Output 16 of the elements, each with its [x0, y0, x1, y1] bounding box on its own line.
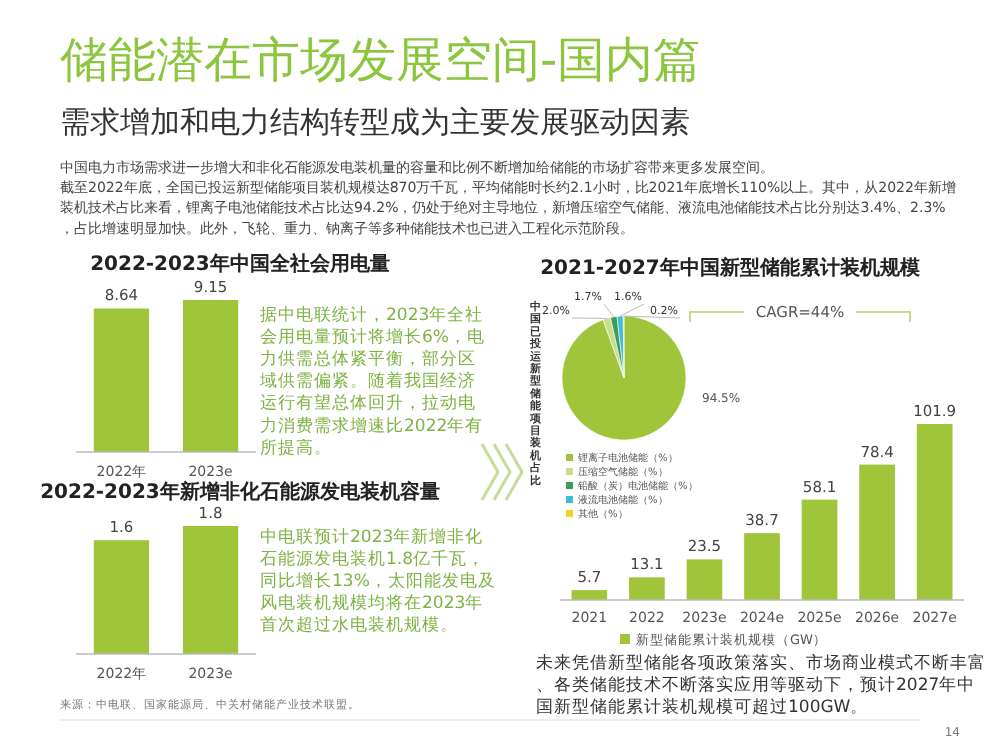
bar	[801, 499, 838, 600]
bar	[916, 424, 953, 600]
chart-title: 2022-2023年新增非化石能源发电装机容量	[40, 480, 440, 504]
text: 需求增加和电力结构转型成为主要发展驱动因素	[60, 104, 690, 140]
chart-title: 2022-2023年中国全社会用电量	[90, 252, 390, 276]
bar	[686, 559, 723, 600]
bar	[571, 590, 608, 600]
bar	[629, 577, 665, 600]
bar	[744, 533, 780, 600]
chart-title: 2021-2027年中国新型储能累计装机规模	[540, 256, 922, 280]
bar	[859, 464, 895, 600]
text: 据中电联统计，2023年全社会用电量预计将增长6%，电力供需总体紧平衡，部分区域供需偏紧。随着我国经济运行有望总体回升，拉动电力消费需求增速比2022年有所提高。	[258, 304, 485, 459]
text: 未来凭借新型储能各项政策落实、市场商业模式不断丰富、各类储能技术不断落实应用等驱动下，预计2027年中国新型储能累计装机规模可超过100GW。	[536, 652, 986, 719]
pie-slice	[561, 315, 687, 441]
text: 中电联预计2023年新增非化石能源发电装机1.8亿千瓦，同比增长13%，太阳能发电及风电装机规模均将在2023年首次超过水电装机规模。	[260, 526, 496, 637]
text: 储能潜在市场发展空间-国内篇	[60, 32, 702, 88]
